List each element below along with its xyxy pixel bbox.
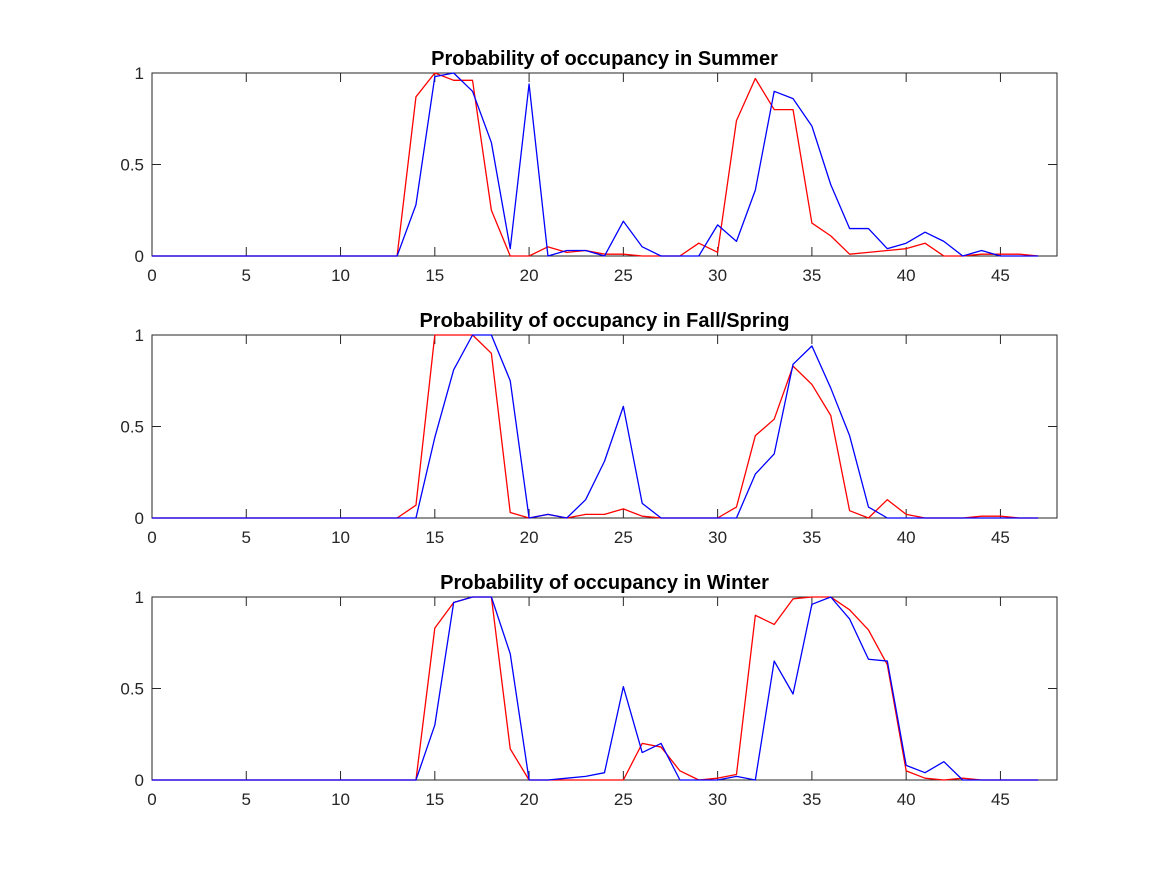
chart-0-xtick-label: 0 xyxy=(147,266,156,285)
chart-1-xtick-label: 45 xyxy=(991,528,1010,547)
chart-1-ytick-label: 1 xyxy=(135,326,144,345)
chart-1-xtick-label: 5 xyxy=(242,528,251,547)
chart-1-axes-group: Probability of occupancy in Fall/Spring 0… xyxy=(120,310,1058,547)
chart-1-xtick-label: 35 xyxy=(802,528,821,547)
chart-0-xtick-label: 20 xyxy=(520,266,539,285)
chart-1-title: Probability of occupancy in Fall/Spring xyxy=(419,310,789,332)
chart-2-xtick-label: 15 xyxy=(425,790,444,809)
chart-2-xtick-label: 5 xyxy=(242,790,251,809)
chart-1-xtick-label: 30 xyxy=(708,528,727,547)
chart-0-xtick-label: 15 xyxy=(425,266,444,285)
chart-1-xtick-label: 20 xyxy=(520,528,539,547)
chart-2-ytick-label: 1 xyxy=(135,588,144,607)
chart-0-ytick-label: 0 xyxy=(135,247,144,266)
chart-1-ytick-label: 0 xyxy=(135,509,144,528)
chart-2-ytick-label: 0.5 xyxy=(120,680,144,699)
chart-0-ytick-label: 1 xyxy=(135,64,144,83)
chart-1-axes-box xyxy=(151,334,1058,519)
chart-0-title: Probability of occupancy in Summer xyxy=(431,48,778,70)
chart-2-xtick-label: 30 xyxy=(708,790,727,809)
chart-0-axes-box xyxy=(151,72,1058,257)
chart-0-ytick-label: 0.5 xyxy=(120,156,144,175)
chart-1-xtick-label: 0 xyxy=(147,528,156,547)
chart-1-xtick-label: 40 xyxy=(897,528,916,547)
chart-2-title: Probability of occupancy in Winter xyxy=(440,572,769,594)
chart-0-xtick-label: 25 xyxy=(614,266,633,285)
chart-1-xtick-label: 25 xyxy=(614,528,633,547)
chart-2-xtick-label: 25 xyxy=(614,790,633,809)
chart-1-xtick-label: 10 xyxy=(331,528,350,547)
chart-0-xtick-label: 40 xyxy=(897,266,916,285)
chart-0-xtick-label: 45 xyxy=(991,266,1010,285)
chart-1-ytick-label: 0.5 xyxy=(120,418,144,437)
chart-0-xtick-label: 30 xyxy=(708,266,727,285)
chart-2-xtick-label: 20 xyxy=(520,790,539,809)
chart-0-xtick-label: 10 xyxy=(331,266,350,285)
chart-1-xtick-label: 15 xyxy=(425,528,444,547)
chart-0-xtick-label: 35 xyxy=(802,266,821,285)
chart-2-xtick-label: 10 xyxy=(331,790,350,809)
chart-0-series-blue-line xyxy=(152,72,1039,257)
chart-2-xtick-label: 45 xyxy=(991,790,1010,809)
chart-2-xtick-label: 35 xyxy=(802,790,821,809)
chart-2-ytick-label: 0 xyxy=(135,771,144,790)
chart-2-xtick-label: 0 xyxy=(147,790,156,809)
chart-0-xtick-label: 5 xyxy=(242,266,251,285)
chart-2-axes-box xyxy=(151,596,1058,781)
chart-1-series-blue-line xyxy=(152,334,1039,519)
chart-2-xtick-label: 40 xyxy=(897,790,916,809)
chart-2-series-blue-line xyxy=(152,596,1039,781)
